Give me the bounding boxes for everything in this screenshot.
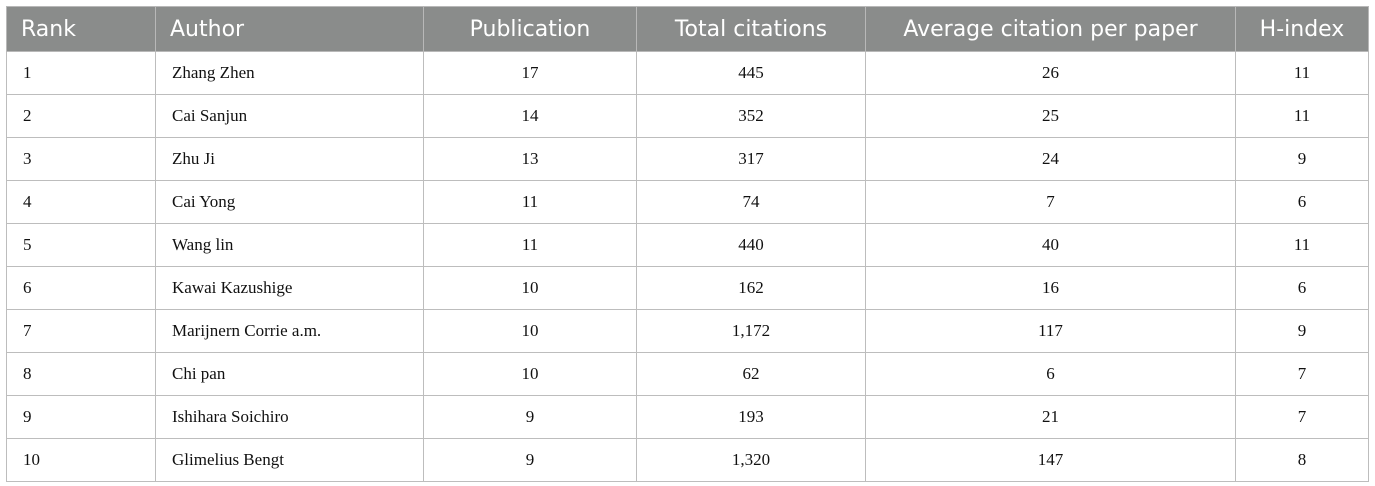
- header-publication: Publication: [423, 6, 637, 52]
- header-h-index: H-index: [1235, 6, 1369, 52]
- cell-total-citations: 62: [636, 352, 866, 396]
- author-ranking-table: Rank Author Publication Total citations …: [6, 6, 1369, 482]
- cell-author: Kawai Kazushige: [155, 266, 424, 310]
- cell-rank: 6: [6, 266, 156, 310]
- cell-average-citation: 25: [865, 94, 1236, 138]
- table-row: 2 Cai Sanjun 14 352 25 11: [6, 94, 1369, 138]
- cell-rank: 8: [6, 352, 156, 396]
- cell-average-citation: 26: [865, 51, 1236, 95]
- cell-author: Chi pan: [155, 352, 424, 396]
- cell-average-citation: 7: [865, 180, 1236, 224]
- cell-total-citations: 193: [636, 395, 866, 439]
- table-row: 8 Chi pan 10 62 6 7: [6, 352, 1369, 396]
- cell-author: Glimelius Bengt: [155, 438, 424, 482]
- cell-author: Ishihara Soichiro: [155, 395, 424, 439]
- table-row: 5 Wang lin 11 440 40 11: [6, 223, 1369, 267]
- cell-average-citation: 21: [865, 395, 1236, 439]
- cell-total-citations: 162: [636, 266, 866, 310]
- cell-average-citation: 24: [865, 137, 1236, 181]
- cell-h-index: 7: [1235, 395, 1369, 439]
- cell-h-index: 6: [1235, 180, 1369, 224]
- cell-total-citations: 1,172: [636, 309, 866, 353]
- cell-average-citation: 16: [865, 266, 1236, 310]
- cell-average-citation: 147: [865, 438, 1236, 482]
- cell-rank: 1: [6, 51, 156, 95]
- table-row: 4 Cai Yong 11 74 7 6: [6, 180, 1369, 224]
- table-row: 6 Kawai Kazushige 10 162 16 6: [6, 266, 1369, 310]
- cell-h-index: 7: [1235, 352, 1369, 396]
- table-row: 3 Zhu Ji 13 317 24 9: [6, 137, 1369, 181]
- cell-total-citations: 317: [636, 137, 866, 181]
- cell-author: Marijnern Corrie a.m.: [155, 309, 424, 353]
- cell-h-index: 8: [1235, 438, 1369, 482]
- cell-rank: 4: [6, 180, 156, 224]
- cell-rank: 5: [6, 223, 156, 267]
- cell-author: Cai Sanjun: [155, 94, 424, 138]
- cell-author: Cai Yong: [155, 180, 424, 224]
- cell-total-citations: 74: [636, 180, 866, 224]
- cell-average-citation: 6: [865, 352, 1236, 396]
- header-author: Author: [155, 6, 424, 52]
- cell-publication: 10: [423, 309, 637, 353]
- cell-h-index: 9: [1235, 309, 1369, 353]
- cell-publication: 17: [423, 51, 637, 95]
- cell-publication: 10: [423, 266, 637, 310]
- cell-total-citations: 1,320: [636, 438, 866, 482]
- cell-total-citations: 440: [636, 223, 866, 267]
- table-header-row: Rank Author Publication Total citations …: [6, 6, 1369, 52]
- cell-h-index: 11: [1235, 94, 1369, 138]
- cell-average-citation: 40: [865, 223, 1236, 267]
- cell-h-index: 9: [1235, 137, 1369, 181]
- cell-publication: 11: [423, 223, 637, 267]
- table-row: 10 Glimelius Bengt 9 1,320 147 8: [6, 438, 1369, 482]
- table-row: 1 Zhang Zhen 17 445 26 11: [6, 51, 1369, 95]
- cell-publication: 9: [423, 395, 637, 439]
- header-rank: Rank: [6, 6, 156, 52]
- cell-h-index: 6: [1235, 266, 1369, 310]
- table-row: 7 Marijnern Corrie a.m. 10 1,172 117 9: [6, 309, 1369, 353]
- cell-total-citations: 352: [636, 94, 866, 138]
- cell-total-citations: 445: [636, 51, 866, 95]
- cell-rank: 9: [6, 395, 156, 439]
- cell-author: Zhang Zhen: [155, 51, 424, 95]
- cell-rank: 2: [6, 94, 156, 138]
- header-total-citations: Total citations: [636, 6, 866, 52]
- table-row: 9 Ishihara Soichiro 9 193 21 7: [6, 395, 1369, 439]
- cell-rank: 10: [6, 438, 156, 482]
- author-table-container: Rank Author Publication Total citations …: [6, 6, 1369, 482]
- header-average-citation: Average citation per paper: [865, 6, 1236, 52]
- cell-author: Wang lin: [155, 223, 424, 267]
- cell-average-citation: 117: [865, 309, 1236, 353]
- cell-publication: 14: [423, 94, 637, 138]
- cell-publication: 11: [423, 180, 637, 224]
- cell-publication: 10: [423, 352, 637, 396]
- cell-rank: 3: [6, 137, 156, 181]
- cell-publication: 9: [423, 438, 637, 482]
- cell-author: Zhu Ji: [155, 137, 424, 181]
- cell-h-index: 11: [1235, 223, 1369, 267]
- cell-rank: 7: [6, 309, 156, 353]
- cell-publication: 13: [423, 137, 637, 181]
- cell-h-index: 11: [1235, 51, 1369, 95]
